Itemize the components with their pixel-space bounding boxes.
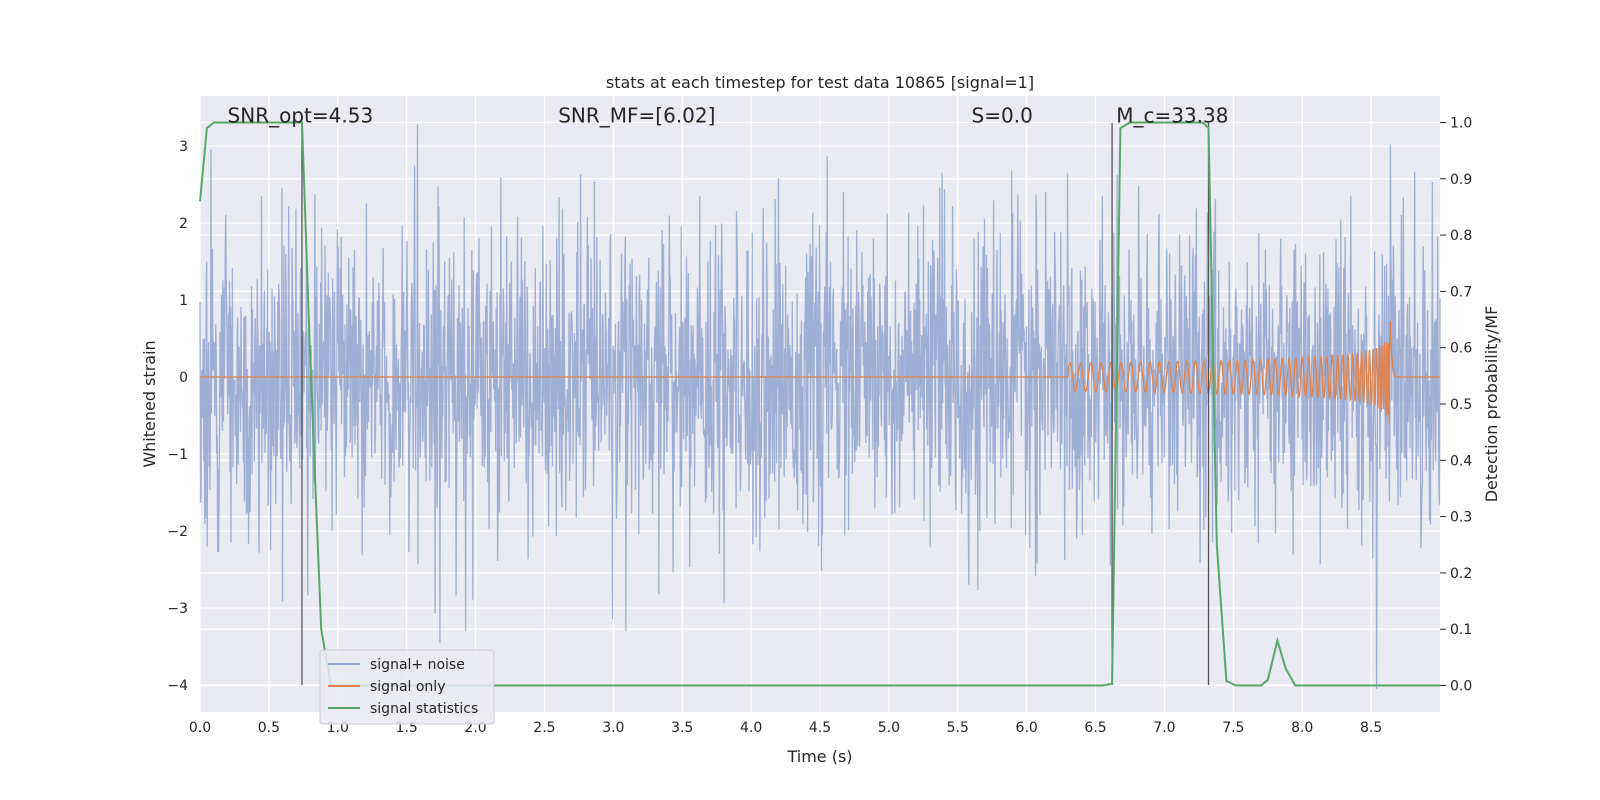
y2-tick-label-7: 0.7	[1450, 284, 1472, 300]
x-tick-label-0: 0.0	[189, 720, 211, 736]
legend-box	[319, 649, 495, 725]
chart-title: stats at each timestep for test data 108…	[606, 73, 1034, 92]
y-tick-label-5: 1	[179, 293, 188, 309]
signal-statistics-line	[199, 121, 1440, 687]
x-tick-label-9: 4.5	[809, 720, 831, 736]
x-tick-label-5: 2.5	[533, 720, 555, 736]
y2-tick-label-9: 0.9	[1450, 172, 1472, 188]
x-tick-label-15: 7.5	[1222, 720, 1244, 736]
y2-tick-label-6: 0.6	[1450, 341, 1472, 357]
series-signal-statistics	[199, 121, 1440, 687]
annotation-s: S=0.0	[972, 103, 1033, 127]
y2-tick-label-1: 0.1	[1450, 622, 1472, 638]
x-tick-label-17: 8.5	[1360, 720, 1382, 736]
y2-tick-label-4: 0.4	[1450, 453, 1472, 469]
series-signal-only	[200, 321, 1440, 425]
series-signal-noise	[199, 124, 1441, 689]
annotation-snr-mf: SNR_MF=[6.02]	[558, 103, 715, 127]
annotations: SNR_opt=4.53 SNR_MF=[6.02] S=0.0 M_c=33.…	[228, 103, 1229, 127]
y-axis-label: Whitened strain	[140, 340, 159, 467]
x-tick-label-6: 3.0	[602, 720, 624, 736]
y2-tick-label-3: 0.3	[1450, 510, 1472, 526]
x-tick-label-10: 5.0	[878, 720, 900, 736]
legend-label-signal-only: signal only	[370, 679, 445, 695]
x-axis-label: Time (s)	[786, 747, 852, 766]
x-tick-label-12: 6.0	[1016, 720, 1038, 736]
x-tick-label-8: 4.0	[740, 720, 762, 736]
vlines	[301, 122, 1210, 686]
x-tick-label-11: 5.5	[947, 720, 969, 736]
y2-axis-label: Detection probability/MF	[1482, 306, 1501, 503]
x-tick-label-16: 8.0	[1291, 720, 1313, 736]
signal-noise-line	[199, 124, 1441, 689]
x-tick-label-7: 3.5	[671, 720, 693, 736]
x-tick-label-1: 0.5	[258, 720, 280, 736]
annotation-snr-opt: SNR_opt=4.53	[228, 103, 374, 127]
y-tick-label-1: −3	[167, 601, 188, 617]
y2-tick-label-0: 0.0	[1450, 679, 1472, 695]
x-ticks: 0.0 0.5 1.0 1.5 2.0 2.5 3.0 3.5 4.0 4.5 5.0 5.5 6.0 6…	[189, 720, 1382, 736]
y-tick-label-3: −1	[167, 447, 188, 463]
y-tick-label-6: 2	[179, 216, 188, 232]
y-tick-label-0: −4	[167, 678, 188, 694]
signal-only-line	[200, 321, 1440, 425]
annotation-mc: M_c=33.38	[1116, 103, 1228, 127]
y-tick-label-4: 0	[179, 370, 188, 386]
y2-tick-label-8: 0.8	[1450, 228, 1472, 244]
legend: signal+ noise signal only signal statist…	[319, 649, 495, 725]
y-tick-label-2: −2	[167, 524, 188, 540]
y-ticks: −4 −3 −2 −1 0 1 2 3	[167, 139, 188, 694]
x-tick-label-14: 7.0	[1153, 720, 1175, 736]
y2-tick-label-10: 1.0	[1450, 115, 1472, 131]
legend-label-signal-statistics: signal statistics	[370, 701, 478, 717]
y2-tick-label-5: 0.5	[1450, 397, 1472, 413]
y2-tick-label-2: 0.2	[1450, 566, 1472, 582]
x-tick-label-13: 6.5	[1084, 720, 1106, 736]
y-tick-label-7: 3	[179, 139, 188, 155]
y2-ticks: 0.0 0.1 0.2 0.3 0.4 0.5 0.6 0.7 0.8 0.9 1.0	[1440, 115, 1472, 695]
legend-label-signal-noise: signal+ noise	[370, 657, 465, 673]
